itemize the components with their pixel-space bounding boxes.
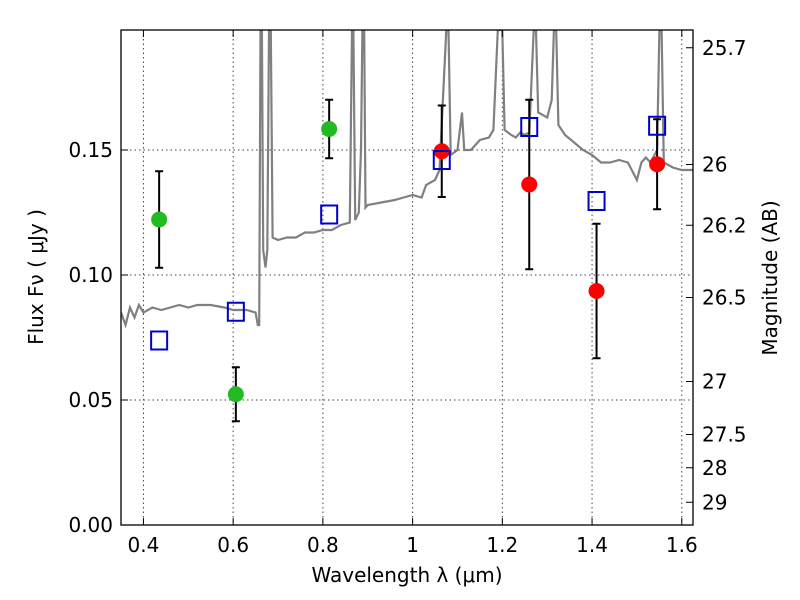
x-tick-label: 0.8 [307, 533, 339, 557]
model-flux-square [320, 204, 339, 225]
model-spectrum-line [121, 30, 693, 329]
x-tick-label: 1.4 [576, 533, 608, 557]
model-flux-square [432, 150, 451, 170]
right-tick-label: 28 [702, 456, 727, 480]
y-axis-label: Flux Fν ( μJy ) [24, 209, 48, 345]
right-tick-label: 26.5 [702, 286, 747, 310]
y-tick-label: 0.00 [68, 513, 113, 537]
x-tick-label: 1.2 [486, 533, 518, 557]
data-point [321, 121, 338, 137]
tick-labels: 0.4 0.6 0.8 1 1.2 1.4 1.6 0.00 0.05 0.10 0.15 25.7 2… [68, 36, 746, 557]
right-tick-label: 26 [702, 153, 727, 177]
right-tick-label: 25.7 [702, 36, 747, 60]
right-tick-label: 27 [702, 370, 727, 394]
y-tick-label: 0.05 [68, 388, 113, 412]
right-tick-label: 26.2 [702, 213, 747, 237]
data-point [227, 386, 244, 403]
x-tick-label: 1.6 [666, 533, 698, 557]
x-tick-label: 1 [406, 533, 419, 557]
data-point [588, 283, 605, 299]
y-tick-label: 0.10 [68, 263, 113, 287]
data-point [521, 176, 538, 193]
model-flux-square [150, 330, 169, 351]
axis-ticks [121, 30, 693, 526]
data-points [150, 98, 667, 423]
x-axis-label: Wavelength λ (μm) [311, 563, 502, 587]
model-flux-square [520, 117, 539, 137]
data-point [649, 156, 666, 173]
right-tick-label: 27.5 [702, 423, 747, 447]
plot-frame [120, 29, 694, 526]
grid-lines [121, 30, 693, 525]
y-axis-right-label: Magnitude (AB) [758, 200, 782, 355]
x-tick-label: 0.4 [128, 533, 160, 557]
data-point [151, 211, 168, 228]
right-tick-label: 29 [702, 490, 727, 514]
model-flux-square [587, 191, 606, 211]
model-flux-square [226, 301, 245, 322]
y-tick-label: 0.15 [68, 138, 113, 162]
model-flux-square [648, 115, 667, 136]
x-tick-label: 0.6 [217, 533, 249, 557]
